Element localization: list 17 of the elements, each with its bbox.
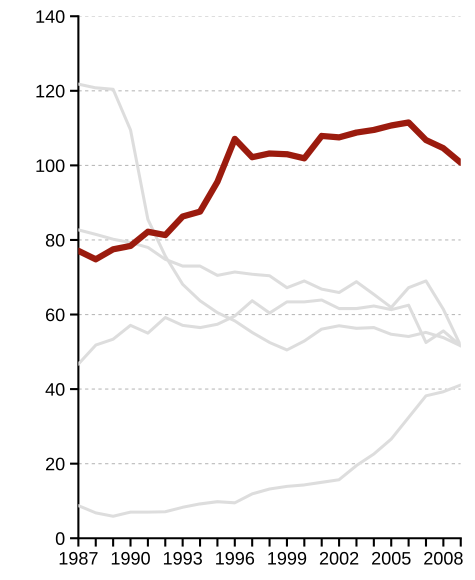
y-tick-label: 140	[36, 10, 64, 23]
x-tick-label: 1999	[268, 552, 306, 565]
x-tick-label: 1993	[164, 552, 202, 565]
x-tick-label: 2008	[424, 552, 463, 565]
x-tick-label: 1987	[60, 552, 98, 565]
y-tick-label: 0	[56, 532, 64, 545]
y-tick-label: 100	[36, 159, 64, 172]
y-tick-label: 120	[36, 84, 64, 98]
x-tick-label: 2005	[372, 552, 411, 565]
x-tick-label: 1996	[216, 552, 254, 565]
y-tick-label: 80	[46, 234, 64, 247]
x-tick-label: 1990	[112, 552, 150, 565]
x-tick-label: 2002	[320, 552, 358, 565]
y-tick-label: 40	[46, 383, 64, 396]
line-series	[78, 383, 461, 518]
y-tick-label: 20	[46, 458, 64, 470]
y-tick-label: 60	[46, 308, 64, 322]
